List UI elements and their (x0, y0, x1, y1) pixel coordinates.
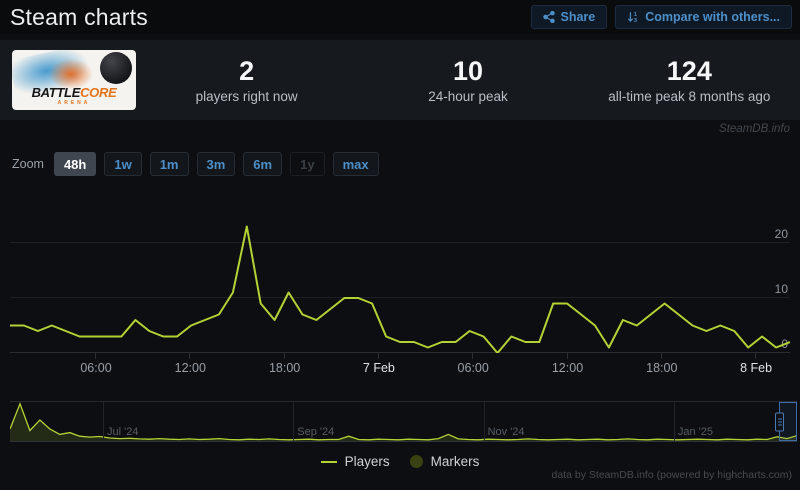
nav-label-0: Jul '24 (107, 426, 139, 438)
legend-item-label-1: Markers (430, 454, 480, 469)
compare-button-label: Compare with others... (645, 10, 780, 24)
stat-label-0: players right now (195, 89, 298, 105)
stat-block-1: 10 24-hour peak (357, 56, 578, 104)
stats-panel: BATTLECORE ARENA 2 players right now 10 24-… (0, 40, 800, 120)
gridline-y20 (10, 242, 790, 243)
chart-navigator[interactable]: Jul '24 Sep '24 Nov '24 Jan '25 (9, 401, 798, 442)
game-capsule-image[interactable]: BATTLECORE ARENA (12, 50, 136, 110)
highcharts-credit: data by SteamDB.info (powered by highcha… (551, 469, 792, 481)
zoom-button-48h[interactable]: 48h (53, 152, 97, 176)
xtick-mark-5 (566, 353, 568, 359)
xtick-mark-0 (95, 353, 96, 359)
xtick-mark-3 (377, 353, 379, 359)
navigator-selected-range[interactable] (775, 402, 797, 441)
game-logo-subtitle: ARENA (57, 100, 91, 106)
players-chart-x-axis: 06:00 12:00 18:00 7 Feb 06:00 12:00 18:00 8 Feb (10, 361, 790, 377)
svg-text:1: 1 (634, 12, 637, 18)
chart-legend: Players Markers (0, 454, 800, 469)
nav-gridline-3 (673, 402, 675, 441)
xtick-label-7: 8 Feb (740, 361, 773, 375)
legend-item-markers[interactable]: Markers (409, 454, 480, 469)
xtick-label-0: 06:00 (80, 361, 112, 375)
legend-item-label-0: Players (344, 454, 390, 469)
zoom-button-1y: 1y (290, 152, 325, 176)
zoom-button-max[interactable]: max (332, 152, 379, 176)
svg-text:3: 3 (634, 18, 637, 23)
players-line-swatch (320, 460, 337, 463)
xtick-label-5: 12:00 (551, 361, 584, 375)
xtick-label-3: 7 Feb (362, 361, 395, 375)
game-logo-title: BATTLECORE (31, 85, 117, 100)
stat-value-0: 2 (239, 55, 255, 86)
stat-block-2: 124 all-time peak 8 months ago (579, 56, 800, 104)
capsule-art-orange-burst (48, 58, 94, 90)
share-button-label: Share (560, 10, 596, 24)
stat-label-1: 24-hour peak (428, 89, 508, 105)
zoom-button-3m[interactable]: 3m (196, 152, 236, 176)
xtick-mark-1 (189, 353, 191, 359)
navigator-resize-handle[interactable] (775, 412, 784, 431)
nav-gridline-2 (483, 402, 485, 441)
legend-item-players[interactable]: Players (320, 454, 390, 469)
capsule-art-sphere (100, 52, 132, 84)
xtick-mark-6 (660, 353, 662, 359)
nav-label-2: Nov '24 (487, 426, 525, 438)
xtick-label-6: 18:00 (646, 361, 678, 375)
share-icon (542, 11, 555, 23)
players-chart-plot-area[interactable]: 0 10 20 (10, 188, 790, 359)
xtick-label-1: 12:00 (174, 361, 206, 375)
page-title: Steam charts (10, 3, 148, 30)
xtick-mark-4 (472, 353, 474, 359)
xtick-label-4: 06:00 (457, 361, 489, 375)
zoom-button-6m[interactable]: 6m (243, 152, 283, 176)
zoom-range-bar: Zoom 48h 1w 1m 3m 6m 1y max (12, 152, 379, 176)
stat-value-2: 124 (666, 55, 712, 86)
stat-value-1: 10 (452, 55, 484, 86)
xtick-mark-7 (755, 353, 757, 359)
nav-label-1: Sep '24 (297, 426, 335, 438)
xtick-mark-2 (283, 353, 285, 359)
gridline-y10 (10, 297, 790, 298)
steamdb-watermark: SteamDB.info (719, 123, 790, 135)
stat-block-0: 2 players right now (136, 56, 357, 104)
zoom-button-1m[interactable]: 1m (149, 152, 189, 176)
zoom-label: Zoom (12, 157, 44, 171)
markers-circle-swatch (409, 455, 423, 468)
share-button[interactable]: Share (530, 5, 608, 29)
zoom-button-1w[interactable]: 1w (104, 152, 142, 176)
nav-label-3: Jan '25 (677, 426, 714, 438)
nav-gridline-0 (103, 402, 104, 441)
ytick-label-20: 20 (774, 227, 788, 241)
gridline-y0 (10, 352, 790, 353)
xtick-label-2: 18:00 (268, 361, 301, 375)
players-line-series (10, 225, 790, 353)
nav-gridline-1 (293, 402, 295, 441)
navigator-area-series (9, 401, 798, 441)
stat-label-2: all-time peak 8 months ago (608, 89, 771, 105)
ytick-label-10: 10 (774, 282, 788, 296)
